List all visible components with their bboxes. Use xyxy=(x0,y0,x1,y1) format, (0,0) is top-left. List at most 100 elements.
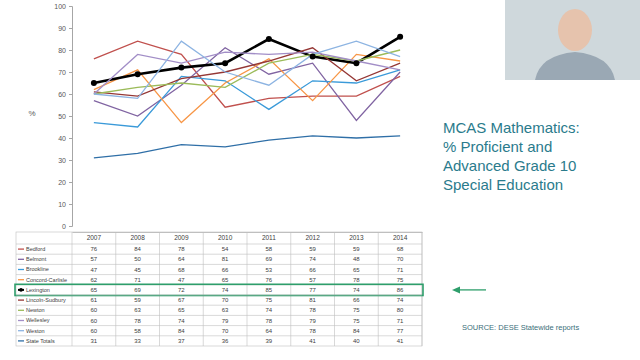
series-marker xyxy=(353,60,359,66)
title-line: Special Education xyxy=(443,176,563,193)
x-tick: 2010 xyxy=(218,232,233,241)
data-label: 84 xyxy=(134,246,141,252)
data-label: 47 xyxy=(91,267,98,273)
y-tick-mark xyxy=(69,204,72,205)
data-label: 47 xyxy=(178,277,185,283)
data-label: 75 xyxy=(266,297,273,303)
data-label: 68 xyxy=(178,267,185,273)
data-label: 74 xyxy=(222,287,229,293)
video-person-head xyxy=(558,9,592,51)
legend-label: Concord-Carlisle xyxy=(26,277,67,283)
legend-key xyxy=(18,269,24,270)
data-label: 63 xyxy=(134,307,141,313)
y-tick: 70 xyxy=(58,69,72,76)
data-label: 78 xyxy=(178,246,185,252)
data-label: 71 xyxy=(397,267,404,273)
data-label: 60 xyxy=(91,328,98,334)
data-label: 65 xyxy=(91,287,98,293)
y-tick: 10 xyxy=(58,201,72,208)
series-line xyxy=(94,50,400,94)
data-label: 75 xyxy=(397,277,404,283)
data-label: 39 xyxy=(266,338,273,344)
x-axis: 20072008200920102011201220132014 xyxy=(73,232,423,241)
data-label: 78 xyxy=(353,277,360,283)
arrow-head xyxy=(452,286,460,293)
legend-label: Wellesley xyxy=(26,317,50,323)
table-row-line xyxy=(16,325,422,326)
title: MCAS Mathematics: % Proficient and Advan… xyxy=(443,119,584,193)
data-label: 69 xyxy=(134,287,141,293)
y-axis-title: % xyxy=(28,109,35,118)
y-tick-label: 80 xyxy=(58,47,66,54)
data-label: 74 xyxy=(178,318,185,324)
table-column-line xyxy=(203,232,204,346)
legend-key xyxy=(18,259,24,260)
x-tick-label: 2012 xyxy=(305,234,320,241)
slide: 0102030405060708090100%20072008200920102… xyxy=(0,0,640,360)
table-row-line xyxy=(16,295,422,296)
data-label: 65 xyxy=(222,277,229,283)
title-line: % Proficient and xyxy=(443,138,556,155)
legend-key xyxy=(18,279,24,280)
table-column-line xyxy=(290,232,291,346)
table-column-line xyxy=(159,232,160,346)
source-note: SOURCE: DESE Statewide reports xyxy=(462,323,579,332)
table-row-line xyxy=(16,305,422,306)
y-tick-mark xyxy=(69,182,72,183)
y-tick-mark xyxy=(69,138,72,139)
x-tick: 2013 xyxy=(349,232,364,241)
y-tick: 60 xyxy=(58,91,72,98)
y-tick-label: 50 xyxy=(58,113,66,120)
data-label: 74 xyxy=(266,307,273,313)
data-label: 59 xyxy=(353,246,360,252)
legend-label: Lincoln-Sudbury xyxy=(26,297,66,303)
y-axis: 0102030405060708090100 xyxy=(54,3,72,230)
table-row-line xyxy=(16,315,422,316)
data-label: 57 xyxy=(91,256,98,262)
series-marker xyxy=(135,71,141,77)
data-label: 76 xyxy=(91,246,98,252)
plot-area xyxy=(91,34,403,158)
y-tick-mark xyxy=(69,28,72,29)
x-tick: 2007 xyxy=(87,232,102,241)
table-column-line xyxy=(115,232,116,346)
data-label: 80 xyxy=(397,307,404,313)
y-tick-label: 10 xyxy=(58,201,66,208)
video-feed xyxy=(505,0,640,80)
title-line: MCAS Mathematics: xyxy=(443,119,584,136)
data-label: 67 xyxy=(178,297,185,303)
y-tick-label: 20 xyxy=(58,179,66,186)
legend-key xyxy=(18,248,24,249)
legend-label: Brookline xyxy=(26,266,49,272)
data-label: 57 xyxy=(309,277,316,283)
data-label: 64 xyxy=(178,256,185,262)
x-tick-label: 2008 xyxy=(130,234,145,241)
data-label: 75 xyxy=(353,307,360,313)
legend-key xyxy=(18,310,24,311)
data-label: 58 xyxy=(266,246,273,252)
x-tick: 2011 xyxy=(262,232,276,241)
data-label: 79 xyxy=(309,318,316,324)
data-label: 65 xyxy=(353,267,360,273)
data-label: 77 xyxy=(397,328,404,334)
video-person-body xyxy=(535,52,615,80)
data-label: 54 xyxy=(222,246,229,252)
data-label: 68 xyxy=(397,246,404,252)
legend-key xyxy=(18,340,24,341)
data-label: 31 xyxy=(91,338,98,344)
video-background xyxy=(505,0,640,80)
legend-key xyxy=(18,299,24,300)
y-tick-label: 100 xyxy=(54,3,66,10)
data-label: 66 xyxy=(309,267,316,273)
legend-label: State Totals xyxy=(26,338,55,344)
series-line xyxy=(94,136,400,158)
x-tick: 2014 xyxy=(393,232,408,241)
data-label: 78 xyxy=(266,318,273,324)
y-tick-label: 30 xyxy=(58,157,66,164)
y-tick: 0 xyxy=(62,223,72,230)
data-label: 70 xyxy=(397,256,404,262)
table-row-line xyxy=(16,335,422,336)
x-tick: 2012 xyxy=(305,232,320,241)
table-row-line xyxy=(16,264,422,265)
data-label: 71 xyxy=(134,277,141,283)
